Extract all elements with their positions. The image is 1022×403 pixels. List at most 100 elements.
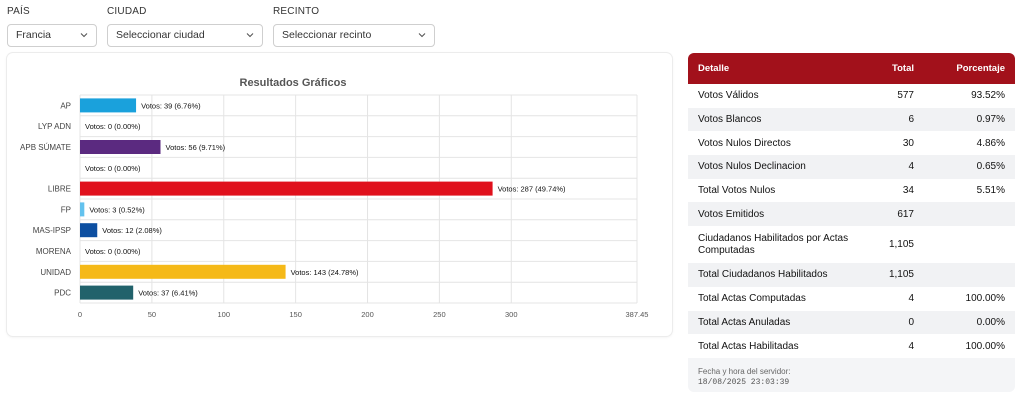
bar[interactable] bbox=[80, 285, 134, 300]
table-row: Votos Nulos Declinacion 4 0.65% bbox=[688, 155, 1015, 179]
category-label: UNIDAD bbox=[40, 268, 71, 277]
bar-data-label: Votos: 12 (2.08%) bbox=[102, 226, 162, 235]
filter-recinto-label: RECINTO bbox=[273, 6, 320, 17]
row-label: Votos Emitidos bbox=[698, 208, 765, 220]
category-label: LYP ADN bbox=[38, 122, 71, 131]
table-row: Total Actas Habilitadas 4 100.00% bbox=[688, 334, 1015, 358]
x-tick-label: 50 bbox=[148, 310, 156, 319]
bar[interactable] bbox=[80, 264, 286, 279]
bar[interactable] bbox=[80, 223, 98, 238]
row-total: 4 bbox=[908, 161, 914, 173]
row-label: Votos Válidos bbox=[698, 90, 759, 102]
row-pct: 5.51% bbox=[976, 185, 1005, 197]
results-table: Detalle Total Porcentaje Votos Válidos 57… bbox=[688, 53, 1015, 358]
row-label: Total Ciudadanos Habilitados bbox=[698, 269, 828, 281]
bar[interactable] bbox=[80, 202, 85, 217]
row-label: Votos Nulos Directos bbox=[698, 137, 791, 149]
x-tick-label: 150 bbox=[289, 310, 302, 319]
results-chart: Resultados Gráficos AP Votos: 39 (6.76%) L… bbox=[20, 77, 649, 319]
row-total: 4 bbox=[908, 340, 914, 352]
table-row: Ciudadanos Habilitados por Actas Computa… bbox=[688, 226, 1015, 264]
row-total: 617 bbox=[897, 208, 914, 220]
pais-select[interactable]: Francia bbox=[7, 24, 97, 47]
row-label: Total Actas Computadas bbox=[698, 293, 806, 305]
pais-select-value: Francia bbox=[16, 29, 52, 41]
bar-data-label: Votos: 0 (0.00%) bbox=[85, 247, 141, 256]
bar-data-label: Votos: 143 (24.78%) bbox=[291, 268, 359, 277]
x-tick-label: 387.45 bbox=[626, 310, 649, 319]
recinto-select-value: Seleccionar recinto bbox=[282, 29, 372, 41]
bar-data-label: Votos: 56 (9.71%) bbox=[166, 143, 226, 152]
server-info: Fecha y hora del servidor: 18/08/2025 23… bbox=[688, 358, 1015, 392]
row-pct: 0.00% bbox=[976, 316, 1005, 328]
chart-title: Resultados Gráficos bbox=[240, 77, 347, 89]
row-total: 1,105 bbox=[888, 269, 914, 281]
row-pct bbox=[924, 226, 1015, 263]
chevron-down-icon bbox=[80, 33, 88, 38]
row-total: 577 bbox=[897, 90, 914, 102]
bar-data-label: Votos: 287 (49.74%) bbox=[498, 185, 566, 194]
table-header-row: Detalle Total Porcentaje bbox=[688, 53, 1015, 84]
ciudad-select-value: Seleccionar ciudad bbox=[116, 29, 205, 41]
table-row: Votos Blancos 6 0.97% bbox=[688, 107, 1015, 132]
server-timestamp: 18/08/2025 23:03:39 bbox=[698, 377, 790, 387]
table-row: Total Ciudadanos Habilitados 1,105 bbox=[688, 263, 1015, 287]
chevron-down-icon bbox=[418, 33, 426, 38]
chart-card: Resultados Gráficos AP Votos: 39 (6.76%) L… bbox=[7, 53, 672, 336]
ciudad-select[interactable]: Seleccionar ciudad bbox=[107, 24, 263, 47]
category-label: MORENA bbox=[36, 247, 72, 256]
table-row: Total Votos Nulos 34 5.51% bbox=[688, 178, 1015, 203]
x-tick-label: 0 bbox=[78, 310, 82, 319]
row-pct bbox=[924, 202, 1015, 226]
category-label: PDC bbox=[54, 289, 71, 298]
bar[interactable] bbox=[80, 140, 161, 154]
x-tick-label: 300 bbox=[505, 310, 518, 319]
bar-data-label: Votos: 3 (0.52%) bbox=[89, 205, 145, 214]
filter-recinto: RECINTO Seleccionar recinto bbox=[273, 6, 435, 47]
results-table-card: Detalle Total Porcentaje Votos Válidos 57… bbox=[688, 53, 1015, 392]
row-pct: 4.86% bbox=[976, 137, 1005, 149]
category-label: MAS-IPSP bbox=[33, 226, 71, 235]
row-pct: 100.00% bbox=[965, 293, 1005, 305]
row-total: 4 bbox=[908, 293, 914, 305]
recinto-select[interactable]: Seleccionar recinto bbox=[273, 24, 435, 47]
chevron-down-icon bbox=[246, 33, 254, 38]
header-total: Total bbox=[892, 63, 914, 74]
x-tick-label: 200 bbox=[361, 310, 374, 319]
table-row: Total Actas Computadas 4 100.00% bbox=[688, 286, 1015, 311]
filter-ciudad-label: CIUDAD bbox=[107, 6, 147, 17]
row-pct: 0.97% bbox=[976, 114, 1005, 126]
row-label: Total Actas Anuladas bbox=[698, 316, 791, 328]
row-total: 6 bbox=[908, 114, 914, 126]
bar-data-label: Votos: 0 (0.00%) bbox=[85, 164, 141, 173]
table-row: Votos Válidos 577 93.52% bbox=[688, 84, 1015, 108]
table-row: Votos Nulos Directos 30 4.86% bbox=[688, 131, 1015, 156]
header-detalle: Detalle bbox=[698, 63, 730, 74]
server-time-label: Fecha y hora del servidor: bbox=[698, 366, 791, 376]
bar[interactable] bbox=[80, 181, 493, 196]
row-label: Total Actas Habilitadas bbox=[698, 340, 799, 352]
category-label: LIBRE bbox=[48, 185, 71, 194]
row-label: Total Votos Nulos bbox=[698, 185, 776, 197]
table-row: Votos Emitidos 617 bbox=[688, 202, 1015, 227]
row-pct bbox=[924, 263, 1015, 287]
filter-ciudad: CIUDAD Seleccionar ciudad bbox=[107, 6, 263, 47]
header-porcentaje: Porcentaje bbox=[956, 63, 1005, 74]
row-total: 30 bbox=[902, 137, 914, 149]
filter-pais: PAÍS Francia bbox=[7, 6, 97, 47]
bar[interactable] bbox=[80, 98, 137, 113]
category-label: AP bbox=[60, 101, 71, 110]
bar-data-label: Votos: 39 (6.76%) bbox=[141, 101, 201, 110]
row-label: Ciudadanos Habilitados por Actas Computa… bbox=[698, 232, 849, 256]
table-row: Total Actas Anuladas 0 0.00% bbox=[688, 310, 1015, 335]
row-label: Votos Nulos Declinacion bbox=[698, 161, 806, 173]
row-label: Votos Blancos bbox=[698, 114, 762, 126]
row-total: 0 bbox=[908, 316, 914, 328]
row-total: 34 bbox=[902, 185, 914, 197]
filter-pais-label: PAÍS bbox=[7, 6, 30, 17]
category-label: APB SÚMATE bbox=[20, 143, 71, 152]
row-pct: 0.65% bbox=[976, 161, 1005, 173]
x-tick-label: 100 bbox=[218, 310, 231, 319]
row-pct: 93.52% bbox=[971, 90, 1005, 102]
bar-data-label: Votos: 0 (0.00%) bbox=[85, 122, 141, 131]
